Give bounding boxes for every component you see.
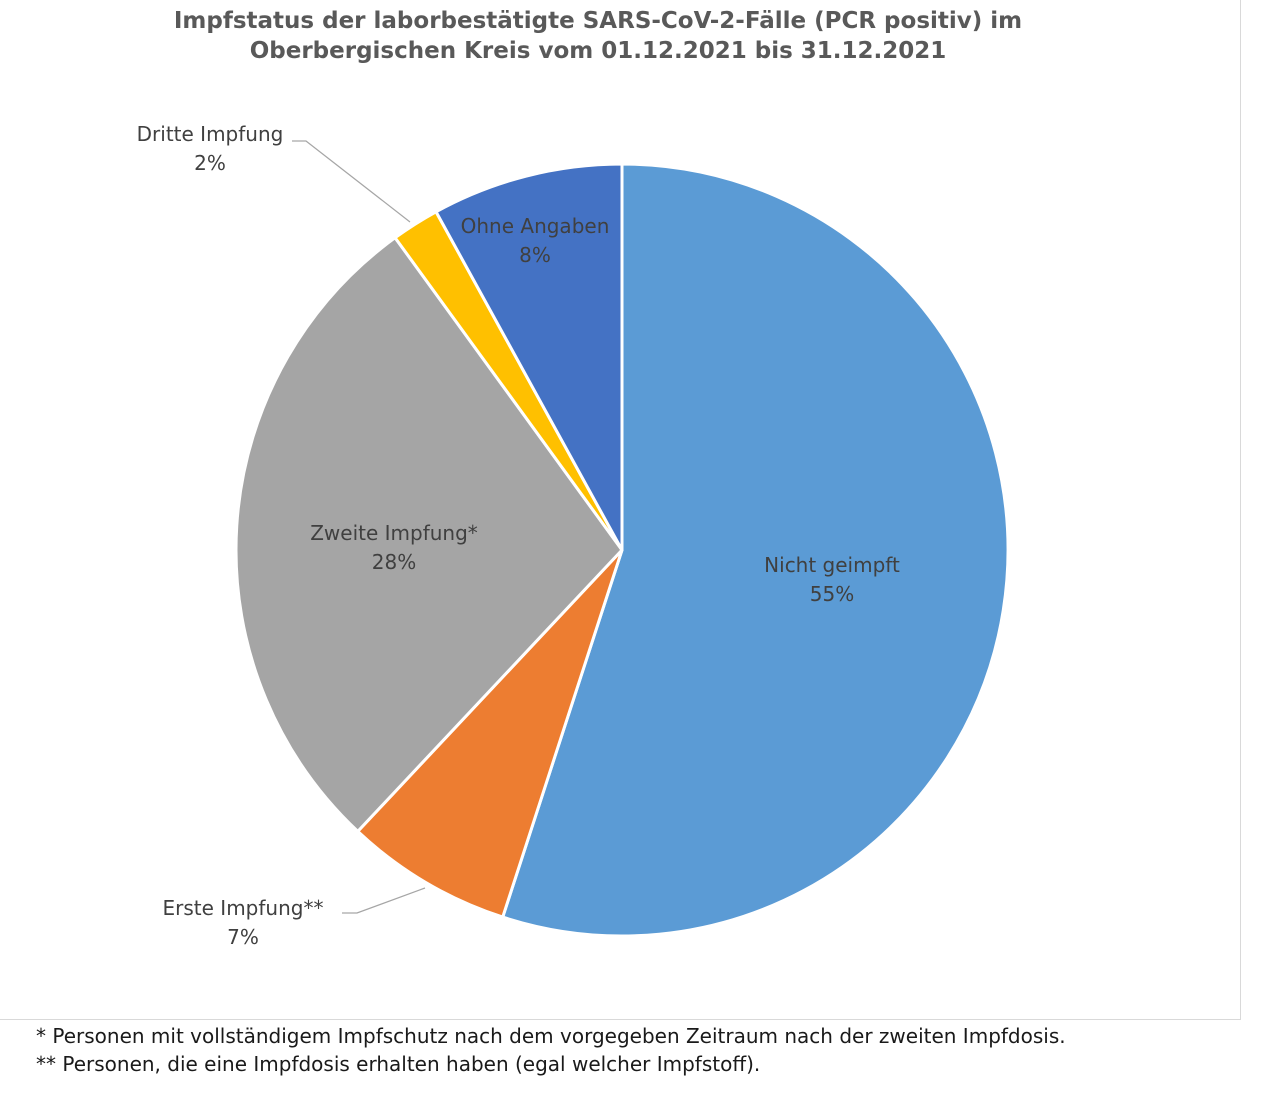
- chart-area: Impfstatus der laborbestätigte SARS-CoV-…: [0, 0, 1241, 1020]
- pie-chart: Impfstatus der laborbestätigte SARS-CoV-…: [137, 8, 1023, 949]
- slice-value-2: 28%: [372, 550, 416, 574]
- slice-label-0: Nicht geimpft: [764, 553, 900, 577]
- slice-label-1: Erste Impfung**: [163, 896, 324, 920]
- footnote-2: ** Personen, die eine Impfdosis erhalten…: [36, 1052, 761, 1076]
- slice-value-4: 8%: [519, 243, 551, 267]
- slice-label-3: Dritte Impfung: [137, 122, 284, 146]
- footnote-1: * Personen mit vollständigem Impfschutz …: [36, 1024, 1066, 1048]
- pie-slice-1: [356, 548, 624, 919]
- leader-lines: [292, 140, 426, 914]
- pie-slice-2: [234, 236, 624, 833]
- slice-label-2: Zweite Impfung*: [310, 521, 478, 545]
- slice-label-4: Ohne Angaben: [461, 214, 610, 238]
- slice-value-1: 7%: [227, 925, 259, 949]
- pie-slices: [234, 162, 1010, 938]
- chart-title-line-2: Oberbergischen Kreis vom 01.12.2021 bis …: [250, 38, 947, 64]
- slice-labels: Nicht geimpft 55% Erste Impfung** 7% Zweite …: [137, 122, 900, 949]
- chart-title-line-1: Impfstatus der laborbestätigte SARS-CoV-…: [174, 8, 1022, 34]
- leader-line-1: [342, 887, 426, 914]
- footnotes: * Personen mit vollständigem Impfschutz …: [36, 1022, 1256, 1078]
- pie-slice-0: [501, 162, 1010, 938]
- slice-value-0: 55%: [810, 582, 854, 606]
- pie-slice-4: [434, 162, 624, 552]
- slice-value-3: 2%: [194, 151, 226, 175]
- leader-line-3: [292, 140, 411, 223]
